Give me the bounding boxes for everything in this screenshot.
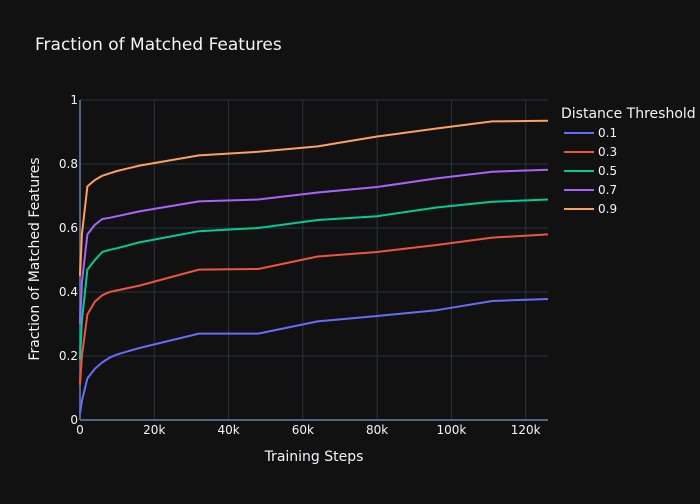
series-line-0.7	[79, 168, 549, 325]
legend-label: 0.1	[598, 126, 617, 140]
y-tick-label: 0.2	[59, 349, 78, 363]
x-axis-title: Training Steps	[264, 449, 364, 465]
y-tick-labels: 0 0.2 0.4 0.6 0.8 1	[59, 93, 78, 427]
grid	[80, 99, 548, 420]
axes	[79, 100, 548, 421]
y-tick-label: 0.6	[59, 221, 78, 235]
legend-label: 0.5	[598, 164, 617, 178]
series-lines	[79, 119, 549, 414]
y-axis-title: Fraction of Matched Features	[27, 157, 43, 360]
legend-title: Distance Threshold	[561, 106, 696, 122]
y-tick-label: 0.4	[59, 285, 78, 299]
y-tick-label: 0	[70, 413, 78, 427]
x-tick-label: 120k	[511, 423, 541, 437]
legend-label: 0.7	[598, 183, 617, 197]
chart-title: Fraction of Matched Features	[35, 35, 282, 55]
legend-label: 0.3	[598, 145, 617, 159]
series-line-0.5	[79, 198, 549, 360]
x-tick-label: 20k	[143, 423, 165, 437]
x-tick-label: 100k	[436, 423, 466, 437]
x-tick-label: 80k	[366, 423, 388, 437]
x-tick-label: 60k	[292, 423, 314, 437]
x-tick-labels: 0 20k 40k 60k 80k 100k 120k	[76, 423, 541, 437]
x-tick-label: 0	[76, 423, 84, 437]
y-tick-label: 0.8	[59, 157, 78, 171]
legend: Distance Threshold 0.1 0.3 0.5 0.7 0.9	[561, 106, 696, 216]
series-line-0.3	[79, 233, 549, 385]
y-tick-label: 1	[70, 93, 78, 107]
series-line-0.1	[79, 298, 549, 414]
series-line-0.9	[79, 119, 549, 277]
x-tick-label: 40k	[217, 423, 239, 437]
legend-items: 0.1 0.3 0.5 0.7 0.9	[564, 126, 617, 216]
legend-label: 0.9	[598, 202, 617, 216]
